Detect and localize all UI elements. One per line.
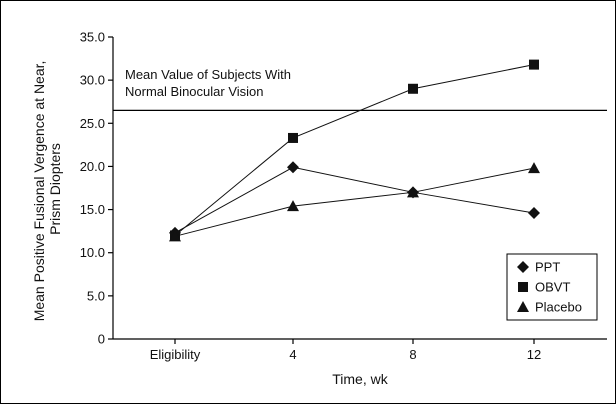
x-axis-title: Time, wk xyxy=(332,371,388,387)
x-tick-label: Eligibility xyxy=(150,347,201,362)
data-point-placebo xyxy=(169,230,181,242)
reference-label-line-2: Normal Binocular Vision xyxy=(125,84,264,99)
data-point-placebo xyxy=(528,162,540,174)
legend-label-ppt: PPT xyxy=(535,260,560,275)
series-placebo xyxy=(169,162,540,242)
x-tick-label: 12 xyxy=(527,347,541,362)
legend-label-placebo: Placebo xyxy=(535,300,582,315)
reference-label-line-1: Mean Value of Subjects With xyxy=(125,67,291,82)
y-tick-label: 0 xyxy=(98,332,105,347)
y-tick-label: 30.0 xyxy=(80,73,105,88)
legend-marker-obvt xyxy=(518,282,528,292)
series-group xyxy=(169,59,540,242)
y-tick-label: 10.0 xyxy=(80,245,105,260)
series-line-placebo xyxy=(174,167,535,237)
x-tick-label: 4 xyxy=(289,347,296,362)
legend-label-obvt: OBVT xyxy=(535,280,570,295)
y-tick-label: 15.0 xyxy=(80,202,105,217)
legend-marker-placebo xyxy=(517,301,529,312)
y-tick-label: 20.0 xyxy=(80,159,105,174)
series-line-ppt xyxy=(174,166,535,234)
legend-marker-ppt xyxy=(517,261,529,273)
series-line-obvt xyxy=(174,64,535,236)
x-tick-label: 8 xyxy=(409,347,416,362)
legend-items: PPT OBVT Placebo xyxy=(517,260,582,315)
legend: PPT OBVT Placebo xyxy=(506,253,598,321)
data-point-ppt xyxy=(528,207,540,220)
series-ppt xyxy=(169,161,540,239)
axes xyxy=(112,37,607,340)
y-axis-title: Mean Positive Fusional Vergence at Near,… xyxy=(31,57,63,322)
data-point-placebo xyxy=(407,186,419,198)
data-point-obvt xyxy=(408,83,418,94)
y-ticks: 0 5.0 10.0 15.0 20.0 25.0 30.0 35.0 xyxy=(80,30,113,347)
data-point-ppt xyxy=(287,161,299,174)
x-ticks: Eligibility 4 8 12 xyxy=(150,339,541,362)
data-point-obvt xyxy=(529,59,539,70)
y-axis-title-line-2: Prism Diopters xyxy=(47,143,63,235)
data-point-placebo xyxy=(287,200,299,212)
y-axis-title-line-1: Mean Positive Fusional Vergence at Near, xyxy=(31,61,47,322)
y-tick-label: 25.0 xyxy=(80,116,105,131)
data-point-obvt xyxy=(288,132,298,143)
y-tick-label: 35.0 xyxy=(80,30,105,45)
y-tick-label: 5.0 xyxy=(87,288,105,303)
reference-line-group: Mean Value of Subjects With Normal Binoc… xyxy=(113,67,607,111)
